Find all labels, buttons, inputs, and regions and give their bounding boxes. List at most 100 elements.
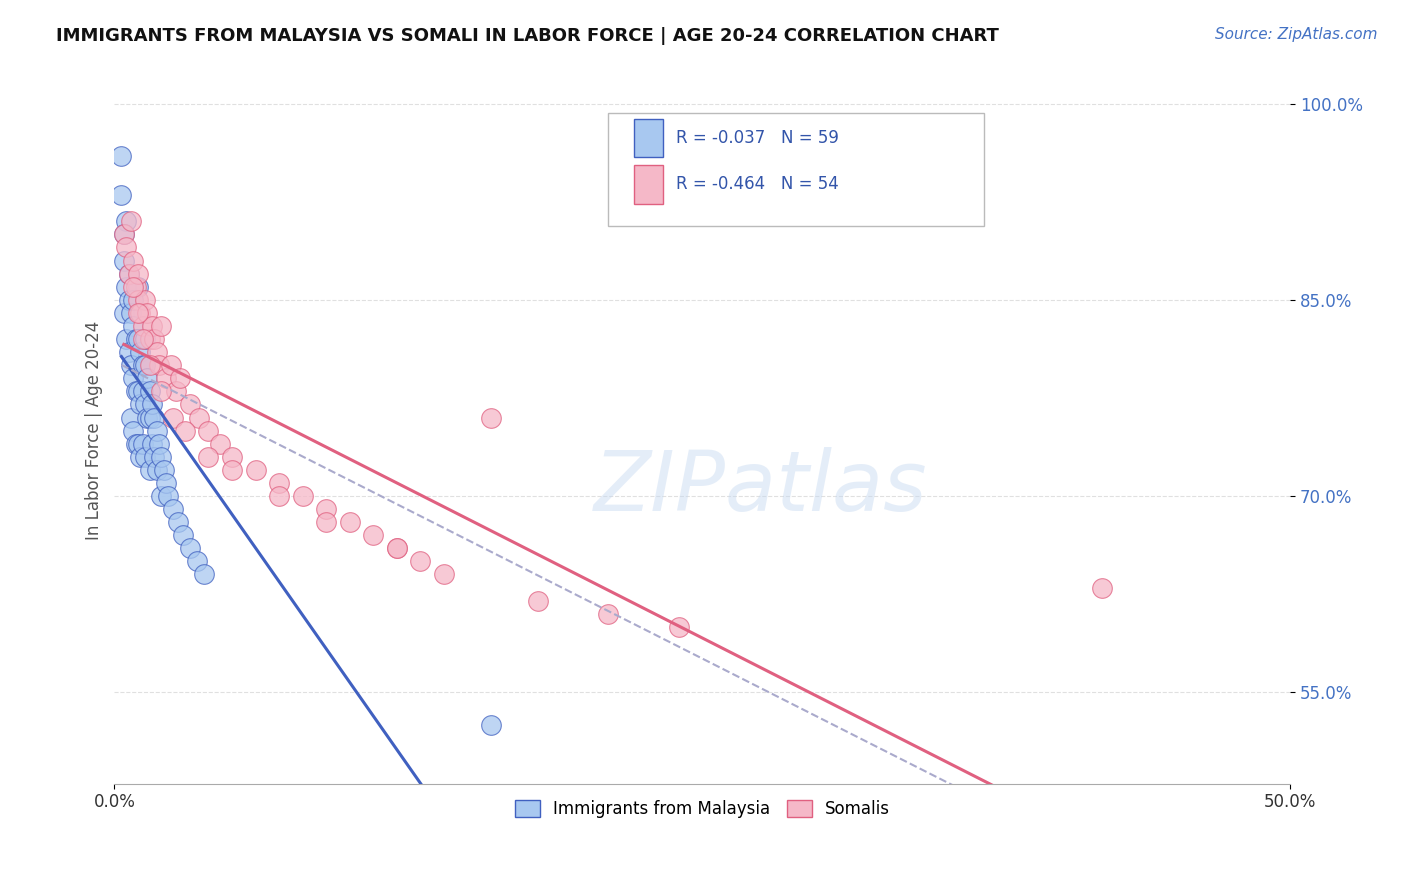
- Point: [179, 397, 201, 411]
- Point: [409, 554, 432, 568]
- Point: [122, 279, 145, 293]
- Point: [145, 424, 167, 438]
- Point: [129, 306, 152, 320]
- Point: [110, 188, 132, 202]
- Point: [145, 463, 167, 477]
- Point: [361, 528, 384, 542]
- Point: [129, 345, 152, 359]
- Point: [157, 489, 180, 503]
- Point: [138, 358, 160, 372]
- FancyBboxPatch shape: [609, 112, 984, 226]
- Point: [127, 267, 149, 281]
- Point: [117, 267, 139, 281]
- Point: [122, 318, 145, 333]
- Point: [172, 528, 194, 542]
- Point: [162, 502, 184, 516]
- Point: [385, 541, 408, 556]
- Point: [150, 489, 173, 503]
- Text: Source: ZipAtlas.com: Source: ZipAtlas.com: [1215, 27, 1378, 42]
- Text: R = -0.037   N = 59: R = -0.037 N = 59: [676, 129, 839, 147]
- FancyBboxPatch shape: [634, 165, 664, 204]
- Point: [160, 358, 183, 372]
- Point: [117, 293, 139, 307]
- Point: [112, 306, 135, 320]
- Point: [136, 371, 159, 385]
- Point: [143, 332, 166, 346]
- Point: [245, 463, 267, 477]
- Point: [174, 424, 197, 438]
- Point: [209, 436, 232, 450]
- Point: [120, 306, 142, 320]
- Point: [134, 293, 156, 307]
- Point: [127, 306, 149, 320]
- Point: [138, 463, 160, 477]
- Point: [115, 332, 138, 346]
- Y-axis label: In Labor Force | Age 20-24: In Labor Force | Age 20-24: [86, 321, 103, 541]
- Point: [148, 358, 170, 372]
- Point: [152, 463, 174, 477]
- Text: IMMIGRANTS FROM MALAYSIA VS SOMALI IN LABOR FORCE | AGE 20-24 CORRELATION CHART: IMMIGRANTS FROM MALAYSIA VS SOMALI IN LA…: [56, 27, 1000, 45]
- Point: [131, 332, 153, 346]
- Point: [127, 436, 149, 450]
- Point: [115, 214, 138, 228]
- Point: [267, 489, 290, 503]
- Point: [115, 279, 138, 293]
- Point: [138, 384, 160, 399]
- Point: [131, 358, 153, 372]
- Point: [122, 371, 145, 385]
- Point: [134, 397, 156, 411]
- Point: [120, 214, 142, 228]
- Point: [131, 318, 153, 333]
- Point: [150, 318, 173, 333]
- Point: [127, 332, 149, 346]
- Point: [148, 436, 170, 450]
- Point: [188, 410, 211, 425]
- Point: [124, 332, 146, 346]
- Text: ZIPatlas: ZIPatlas: [595, 447, 928, 527]
- Point: [120, 410, 142, 425]
- Point: [433, 567, 456, 582]
- Point: [117, 267, 139, 281]
- Point: [150, 450, 173, 464]
- Point: [124, 279, 146, 293]
- Point: [186, 554, 208, 568]
- Point: [120, 358, 142, 372]
- Point: [110, 149, 132, 163]
- Point: [134, 450, 156, 464]
- Legend: Immigrants from Malaysia, Somalis: Immigrants from Malaysia, Somalis: [508, 793, 897, 825]
- Point: [141, 436, 163, 450]
- Point: [127, 293, 149, 307]
- Point: [141, 318, 163, 333]
- FancyBboxPatch shape: [634, 119, 664, 157]
- Point: [479, 410, 502, 425]
- Point: [315, 502, 337, 516]
- Point: [138, 410, 160, 425]
- Point: [112, 253, 135, 268]
- Point: [162, 410, 184, 425]
- Point: [856, 789, 879, 804]
- Point: [197, 450, 219, 464]
- Point: [165, 384, 187, 399]
- Point: [526, 593, 548, 607]
- Point: [117, 345, 139, 359]
- Point: [129, 450, 152, 464]
- Point: [134, 332, 156, 346]
- Point: [141, 397, 163, 411]
- Point: [112, 227, 135, 242]
- Point: [124, 436, 146, 450]
- Point: [143, 450, 166, 464]
- Point: [127, 384, 149, 399]
- Point: [122, 293, 145, 307]
- Point: [167, 515, 190, 529]
- Point: [131, 384, 153, 399]
- Point: [131, 436, 153, 450]
- Point: [124, 384, 146, 399]
- Point: [150, 384, 173, 399]
- Point: [479, 718, 502, 732]
- Point: [145, 345, 167, 359]
- Point: [598, 607, 620, 621]
- Point: [138, 332, 160, 346]
- Point: [193, 567, 215, 582]
- Point: [385, 541, 408, 556]
- Point: [179, 541, 201, 556]
